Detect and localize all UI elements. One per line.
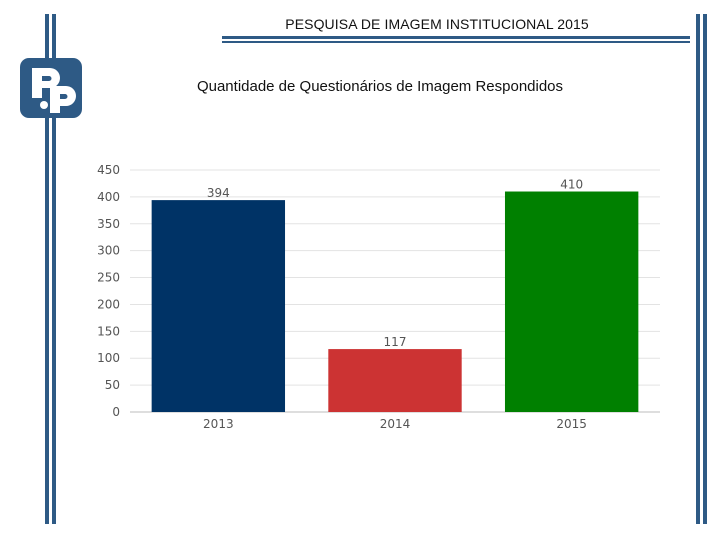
right-border-bar-inner bbox=[696, 14, 700, 524]
header-rule-thin bbox=[222, 41, 690, 43]
y-tick-label-50: 50 bbox=[105, 378, 120, 392]
y-tick-label-150: 150 bbox=[97, 324, 120, 338]
data-label-2013: 394 bbox=[207, 186, 230, 200]
y-tick-label-0: 0 bbox=[112, 405, 120, 419]
x-tick-label-2014: 2014 bbox=[380, 417, 411, 431]
bar-2013 bbox=[151, 200, 286, 412]
y-tick-label-350: 350 bbox=[97, 217, 120, 231]
y-tick-label-100: 100 bbox=[97, 351, 120, 365]
header-rule bbox=[222, 36, 690, 39]
y-tick-label-450: 450 bbox=[97, 163, 120, 177]
left-border-bar-inner bbox=[52, 14, 56, 524]
bar-2014 bbox=[328, 349, 462, 412]
y-tick-label-400: 400 bbox=[97, 190, 120, 204]
bar-2015 bbox=[504, 191, 639, 412]
x-tick-label-2013: 2013 bbox=[203, 417, 234, 431]
y-tick-label-200: 200 bbox=[97, 297, 120, 311]
data-label-2014: 117 bbox=[384, 335, 407, 349]
data-label-2015: 410 bbox=[560, 178, 583, 192]
left-border-bar bbox=[45, 14, 49, 524]
y-tick-label-250: 250 bbox=[97, 271, 120, 285]
x-tick-label-2015: 2015 bbox=[556, 417, 587, 431]
institution-logo-icon bbox=[20, 58, 82, 118]
header-title: PESQUISA DE IMAGEM INSTITUCIONAL 2015 bbox=[285, 16, 589, 32]
chart-title: Quantidade de Questionários de Imagem Re… bbox=[196, 78, 564, 95]
right-border-bar bbox=[703, 14, 707, 524]
y-tick-label-300: 300 bbox=[97, 244, 120, 258]
